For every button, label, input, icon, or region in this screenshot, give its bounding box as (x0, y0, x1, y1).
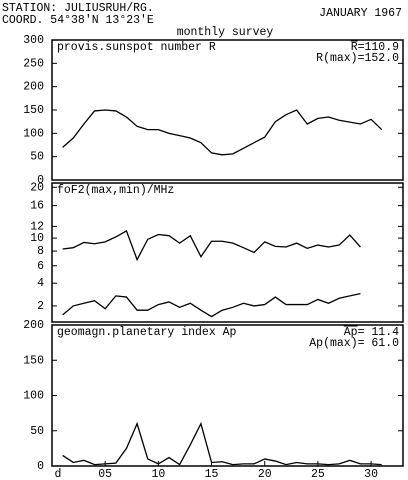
y-tick-label: 2 (37, 300, 44, 313)
date: JANUARY 1967 (319, 7, 402, 20)
y-tick-label: 300 (23, 34, 44, 47)
y-tick-label: 6 (37, 260, 44, 273)
y-tick-label: 100 (23, 127, 44, 140)
y-tick-label: 150 (23, 104, 44, 117)
annotation: Ap(max)= 61.0 (309, 337, 399, 350)
subtitle: monthly survey (177, 26, 274, 39)
y-tick-label: 12 (30, 220, 44, 233)
y-tick-label: 50 (30, 425, 44, 438)
x-tick-label: 25 (311, 468, 325, 480)
y-tick-label: 100 (23, 390, 44, 403)
annotation: Ap= 11.4 (344, 326, 399, 339)
series-line (62, 421, 382, 466)
x-tick-label: 30 (364, 468, 378, 480)
y-tick-label: 0 (37, 460, 44, 473)
y-tick-label: 10 (30, 232, 44, 245)
y-tick-label: 250 (23, 57, 44, 70)
y-tick-label: 8 (37, 245, 44, 258)
y-tick-label: 16 (30, 200, 44, 213)
annotation: R(max)=152.0 (316, 52, 399, 65)
annotation: R=110.9 (351, 41, 399, 54)
y-tick-label: 4 (37, 277, 44, 290)
x-tick-label: 15 (205, 468, 219, 480)
x-tick-label: 10 (151, 468, 165, 480)
y-tick-label: 200 (23, 81, 44, 94)
y-tick-label: 0 (37, 174, 44, 187)
series-line (62, 109, 383, 156)
x-tick-label: 05 (98, 468, 112, 480)
y-tick-label: 200 (23, 319, 44, 332)
y-tick-label: 150 (23, 354, 44, 367)
series-line (62, 230, 361, 262)
station: STATION: JULIUSRUH/RG. (2, 2, 154, 15)
panel-frame (51, 182, 404, 323)
coord: COORD. 54°38'N 13°23'E (2, 14, 154, 27)
y-tick-label: 50 (30, 151, 44, 164)
panel-title: provis.sunspot number R (57, 41, 216, 54)
x-tick-label: 20 (258, 468, 272, 480)
panel-title: foF2(max,min)/MHz (57, 184, 174, 197)
series-line (62, 292, 361, 318)
x-label: d (55, 468, 62, 480)
panel-title: geomagn.planetary index Ap (57, 326, 237, 339)
y-tick-label: 20 (30, 181, 44, 194)
